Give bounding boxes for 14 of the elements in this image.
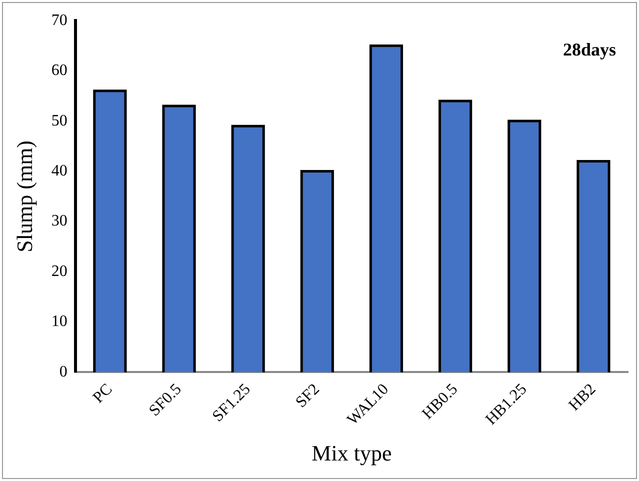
y-tick-label: 70	[51, 12, 68, 29]
y-tick-label: 40	[51, 162, 68, 180]
y-tick-label: 60	[51, 62, 68, 80]
annotation: 28days	[562, 39, 616, 60]
y-tick-label: 20	[51, 262, 68, 280]
x-tick-label: HB2	[566, 380, 600, 414]
y-tick-label: 10	[51, 313, 68, 330]
y-tick-label: 30	[51, 212, 68, 230]
y-tick-label: 0	[59, 363, 68, 380]
x-tick-label: SF2	[292, 380, 323, 412]
y-axis-title: Slump (mm)	[12, 140, 37, 252]
x-tick-label: PC	[90, 380, 116, 407]
y-tick-label: 50	[51, 112, 68, 130]
x-axis-title: Mix type	[312, 440, 392, 466]
